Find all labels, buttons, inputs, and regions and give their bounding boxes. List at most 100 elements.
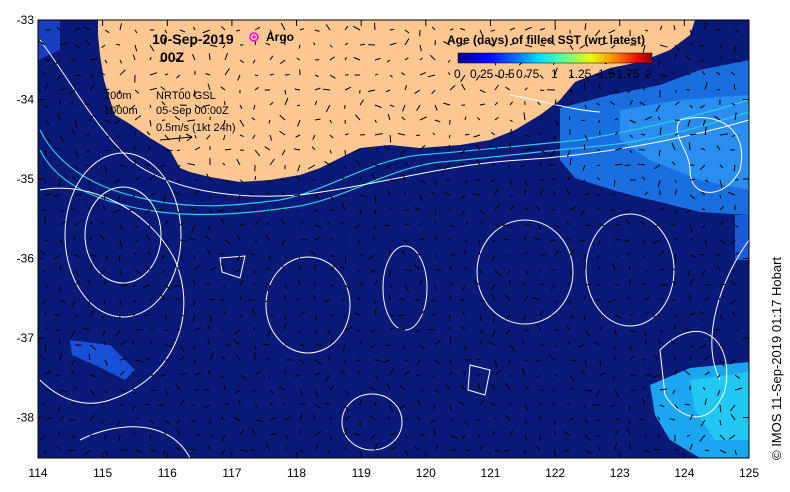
- current-vector: [374, 104, 382, 109]
- current-vector: [475, 144, 481, 151]
- current-vector: [430, 419, 436, 424]
- current-vector: [58, 339, 61, 346]
- current-vector: [280, 22, 286, 31]
- current-vector: [494, 203, 501, 211]
- current-vector: [719, 314, 723, 320]
- current-vector: [539, 89, 545, 91]
- current-vector: [494, 147, 498, 151]
- current-vector: [537, 101, 541, 106]
- current-vector: [56, 26, 61, 31]
- current-vector: [669, 418, 676, 421]
- current-vector: [374, 400, 377, 406]
- current-vector: [134, 176, 140, 181]
- current-vector: [192, 344, 196, 349]
- current-vector: [614, 329, 617, 337]
- current-vector: [445, 383, 451, 391]
- current-vector: [612, 374, 616, 381]
- current-vector: [704, 371, 710, 376]
- current-vector: [311, 146, 316, 151]
- current-vector: [359, 194, 368, 198]
- current-vector: [537, 269, 541, 274]
- current-vector: [179, 254, 185, 262]
- current-vector: [479, 29, 484, 36]
- current-vector: [704, 296, 710, 301]
- current-vector: [509, 128, 512, 136]
- current-vector: [524, 449, 526, 455]
- current-vector: [522, 282, 526, 286]
- current-vector: [494, 359, 498, 368]
- current-vector: [461, 83, 466, 91]
- current-vector: [550, 239, 556, 242]
- current-vector: [479, 329, 484, 334]
- current-vector: [174, 116, 181, 121]
- current-vector: [149, 339, 152, 346]
- current-vector: [413, 446, 421, 451]
- current-vector: [131, 388, 136, 391]
- current-vector: [713, 328, 721, 331]
- current-vector: [448, 134, 451, 139]
- current-vector: [443, 102, 451, 106]
- lon-tick-label: 117: [222, 466, 241, 480]
- current-vector: [192, 54, 196, 61]
- current-vector: [624, 164, 631, 167]
- current-vector: [44, 284, 49, 289]
- current-vector: [314, 430, 322, 436]
- current-vector: [449, 371, 453, 376]
- current-vector: [119, 358, 127, 361]
- current-vector: [640, 133, 646, 136]
- current-vector: [462, 370, 466, 376]
- current-vector: [719, 404, 722, 413]
- current-vector: [224, 402, 230, 406]
- current-vector: [568, 116, 571, 121]
- current-vector: [383, 224, 391, 227]
- current-vector: [87, 206, 91, 211]
- current-vector: [148, 224, 151, 229]
- current-vector: [324, 374, 331, 382]
- current-vector: [284, 446, 288, 451]
- current-vector: [173, 191, 181, 196]
- current-vector: [284, 322, 286, 331]
- current-vector: [389, 446, 397, 451]
- current-vector: [297, 164, 301, 172]
- current-vector: [594, 29, 601, 37]
- current-vector: [389, 104, 395, 108]
- map-date: 10-Sep-2019: [152, 31, 234, 47]
- current-vector: [460, 149, 466, 155]
- current-vector: [374, 57, 381, 61]
- current-vector: [74, 44, 80, 49]
- current-vector: [659, 297, 664, 301]
- current-vector: [254, 176, 257, 181]
- current-vector: [674, 101, 680, 106]
- current-vector: [569, 299, 572, 305]
- current-vector: [175, 446, 181, 451]
- current-vector: [614, 131, 619, 136]
- current-vector: [524, 207, 530, 211]
- current-vector: [224, 194, 227, 199]
- current-vector: [594, 341, 601, 346]
- current-vector: [734, 387, 743, 391]
- current-vector: [729, 359, 736, 365]
- current-vector: [117, 434, 121, 442]
- current-vector: [492, 314, 496, 323]
- current-vector: [88, 179, 91, 185]
- current-vector: [149, 434, 152, 441]
- current-vector: [584, 329, 591, 337]
- current-vector: [252, 327, 256, 331]
- current-vector: [521, 340, 526, 346]
- current-vector: [539, 160, 542, 166]
- current-vector: [461, 209, 466, 216]
- current-vector: [254, 239, 258, 244]
- current-vector: [176, 179, 181, 183]
- current-vector: [104, 389, 108, 394]
- current-vector: [414, 253, 421, 256]
- current-vector: [569, 206, 577, 211]
- current-vector: [613, 179, 616, 187]
- current-vector: [161, 269, 166, 274]
- current-vector: [57, 164, 61, 168]
- current-vector: [578, 344, 586, 348]
- current-vector: [494, 369, 502, 376]
- current-vector: [464, 179, 468, 184]
- current-vector: [217, 209, 226, 212]
- current-vector: [314, 314, 318, 321]
